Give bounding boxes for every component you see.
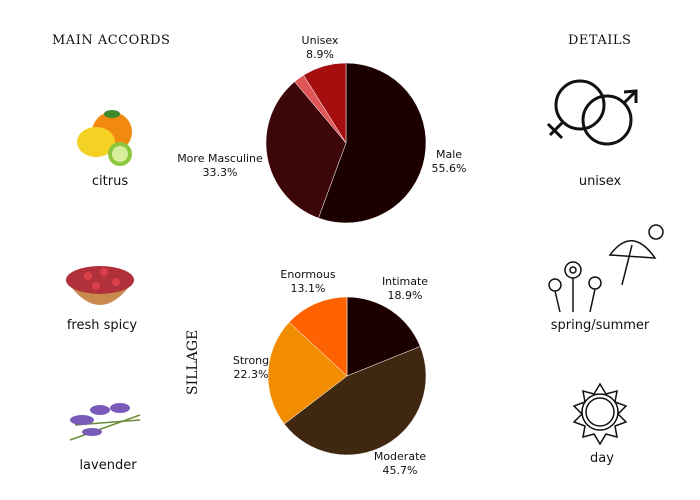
slice-name: Male <box>435 148 463 161</box>
pie-slice-more-masculine <box>265 81 347 219</box>
pie-slice-strong <box>267 321 348 425</box>
pie-label-male: Male 55.6% <box>432 148 467 176</box>
accord-label-fresh-spicy: fresh spicy <box>66 318 138 333</box>
slice-value: 55.6% <box>431 162 467 175</box>
pie-label-intimate: Intimate 18.9% <box>382 275 428 303</box>
detail-label-day: day <box>590 451 614 466</box>
citrus-fruit-icon <box>77 110 132 166</box>
gender-symbols-icon <box>546 79 638 146</box>
pie-label-moderate: Moderate 45.7% <box>374 450 426 478</box>
details-heading: Details <box>568 33 632 48</box>
flowers-umbrella-sun-icon <box>548 224 664 313</box>
detail-label-season: spring/summer <box>550 318 650 333</box>
slice-name: Unisex <box>301 34 339 47</box>
pie-slice-intimate <box>346 296 421 377</box>
pie-label-enormous: Enormous 13.1% <box>280 268 335 296</box>
slice-value: 8.9% <box>306 48 334 61</box>
slice-value: 45.7% <box>382 464 418 477</box>
pie-label-more-masculine: More Masculine 33.3% <box>177 152 263 180</box>
gender-pie <box>265 62 427 224</box>
pie-label-strong: Strong 22.3% <box>233 354 269 382</box>
pie-slice-enormous <box>288 296 348 377</box>
sun-icon <box>572 382 628 446</box>
slice-value: 13.1% <box>290 282 326 295</box>
detail-label-unisex: unisex <box>578 174 622 189</box>
slice-name: Strong <box>232 354 270 367</box>
slice-value: 22.3% <box>233 368 269 381</box>
slice-value: 33.3% <box>202 166 238 179</box>
sillage-axis-label: SILLAGE <box>185 329 201 395</box>
main-accords-heading: Main accords <box>52 33 171 48</box>
accord-label-citrus: citrus <box>91 174 129 189</box>
slice-name: Moderate <box>373 450 427 463</box>
lavender-icon <box>69 403 141 441</box>
accord-label-lavender: lavender <box>79 458 137 473</box>
slice-value: 18.9% <box>387 289 423 302</box>
pie-slice-moderate <box>283 346 427 456</box>
slice-name: Enormous <box>280 268 336 281</box>
sillage-pie <box>267 296 427 456</box>
slice-name: More Masculine <box>177 152 263 165</box>
pink-pepper-bowl-icon <box>66 266 134 305</box>
pie-slice-unisex <box>303 62 347 144</box>
pie-label-unisex: Unisex 8.9% <box>302 34 339 62</box>
pie-slice-male <box>318 62 427 224</box>
slice-name: Intimate <box>381 275 429 288</box>
